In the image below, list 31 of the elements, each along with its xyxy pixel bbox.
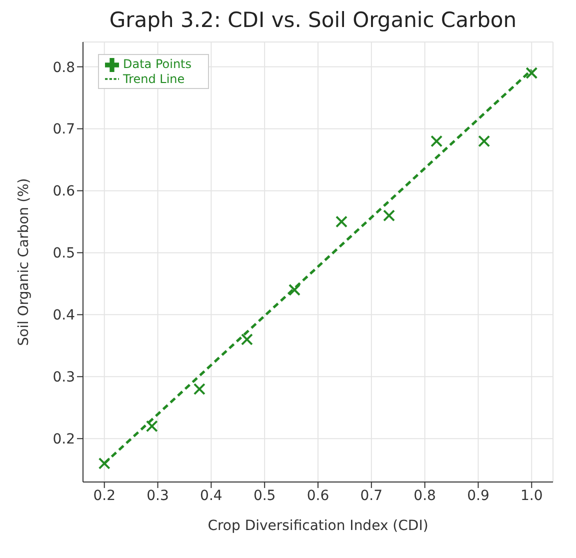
legend-label: Trend Line bbox=[123, 72, 185, 86]
x-tick-label: 0.8 bbox=[414, 488, 436, 504]
point bbox=[336, 216, 348, 228]
x-axis-title: Crop Diversification Index (CDI) bbox=[208, 518, 428, 534]
x-tick-label: 0.3 bbox=[146, 488, 169, 504]
x-tick-label: 0.7 bbox=[360, 488, 383, 504]
y-tick-label: 0.6 bbox=[52, 184, 76, 200]
point bbox=[146, 420, 158, 432]
y-tick-label: 0.8 bbox=[52, 60, 75, 76]
chart-title: Graph 3.2: CDI vs. Soil Organic Carbon bbox=[108, 8, 518, 32]
point bbox=[478, 135, 490, 148]
x-tick-label: 0.4 bbox=[200, 488, 222, 504]
y-tick-label: 0.5 bbox=[52, 246, 75, 262]
x-tick-label: 0.2 bbox=[93, 488, 116, 504]
y-axis-title: Soil Organic Carbon (%) bbox=[16, 178, 32, 346]
y-tick-label: 0.7 bbox=[52, 122, 75, 138]
point bbox=[430, 135, 443, 148]
point bbox=[288, 284, 300, 296]
x-tick-label: 0.6 bbox=[306, 488, 330, 504]
point bbox=[98, 457, 110, 470]
y-tick-label: 0.2 bbox=[52, 432, 75, 448]
y-tick-label: 0.3 bbox=[52, 370, 75, 386]
point bbox=[193, 383, 206, 396]
point bbox=[240, 333, 253, 346]
x-tick-label: 1.0 bbox=[520, 488, 543, 504]
x-tick-label: 0.5 bbox=[253, 488, 276, 504]
y-tick-label: 0.4 bbox=[52, 308, 76, 324]
legend-label: Data Points bbox=[123, 57, 192, 71]
x-tick-label: 0.9 bbox=[467, 488, 490, 504]
point bbox=[383, 210, 396, 222]
point bbox=[526, 66, 538, 79]
